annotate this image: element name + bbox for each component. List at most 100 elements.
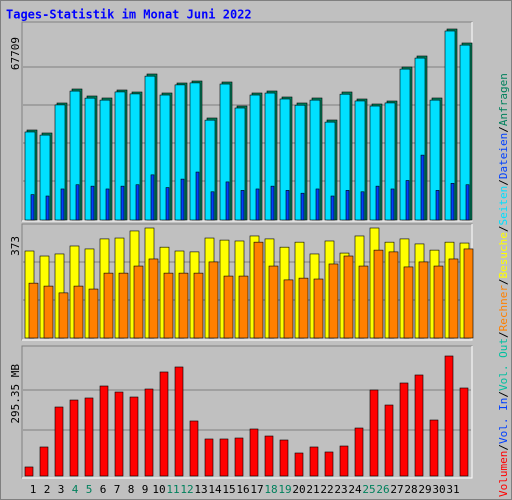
bar [253,241,264,339]
chart-title: Tages-Statistik im Monat Juni 2022 [6,8,252,22]
bar [384,102,396,221]
bar [343,255,354,339]
bar [144,75,156,221]
legend-separator: / [497,179,510,186]
bar [73,285,84,339]
x-tick-label: 5 [86,483,93,496]
bar [433,265,444,339]
bar [465,184,470,221]
bar [144,388,154,477]
x-tick-label: 8 [128,483,135,496]
bar [195,171,200,221]
bar [204,438,214,477]
bar [88,288,99,339]
bar [189,420,199,477]
bar [324,451,334,477]
bar [84,397,94,477]
bar [24,466,34,477]
bar [28,282,39,339]
bar [294,104,306,221]
x-tick-label: 22 [320,483,333,496]
bar [339,93,351,221]
bar [264,92,276,221]
x-tick-label: 2 [44,483,51,496]
x-tick-label: 19 [278,483,291,496]
bar [463,248,474,339]
bar [418,261,429,339]
bar [459,387,469,477]
legend-entry: Dateien [497,133,510,179]
x-tick-label: 14 [208,483,222,496]
bar [114,391,124,477]
bar [405,180,410,221]
x-tick-label: 21 [306,483,319,496]
bar [285,190,290,221]
panel [21,345,473,479]
bar [39,134,51,221]
x-tick-label: 17 [250,483,263,496]
bar [238,275,249,339]
x-tick-label: 30 [432,483,445,496]
bar [369,389,379,477]
bar [60,188,65,221]
bar [373,249,384,339]
bar [328,263,339,339]
x-tick-label: 24 [348,483,362,496]
x-tick-label: 25 [362,483,375,496]
bar [354,427,364,477]
bar [58,292,69,339]
bar [148,258,159,339]
x-tick-label: 4 [72,483,79,496]
bar [283,279,294,339]
bar [429,99,441,221]
bar [45,195,50,221]
bar [354,100,366,221]
bar [384,404,394,477]
bar [324,121,336,221]
legend-separator: / [497,278,510,285]
x-tick-label: 3 [58,483,65,496]
bar [240,190,245,221]
x-tick-label: 9 [142,483,149,496]
legend-separator: / [497,126,510,133]
bar [114,91,126,221]
x-tick-label: 13 [194,483,207,496]
bar [388,251,399,339]
bar [69,90,81,221]
bar [279,439,289,477]
x-tick-label: 6 [100,483,107,496]
x-tick-label: 15 [222,483,235,496]
legend-entry: Vol. In [497,398,510,444]
bar [90,185,95,221]
bar [174,84,186,221]
bar [135,184,140,221]
bar [369,105,381,221]
bar [99,99,111,221]
bar [120,185,125,221]
bar [84,97,96,221]
bar [358,265,369,339]
bar [435,190,440,221]
bar [165,187,170,221]
panel-bevel [22,346,473,479]
x-tick-label: 11 [166,483,179,496]
bar [43,285,54,339]
legend-entry: Vol. Out [497,338,510,391]
legend-entry: Rechner [497,285,510,332]
bar [103,272,114,339]
bar [414,57,426,221]
bar [429,419,439,477]
bar [279,98,291,221]
x-tick-label: 26 [376,483,389,496]
bar [249,94,261,221]
bar [24,131,36,221]
bar [204,119,216,221]
bar [360,191,365,221]
bar [450,183,455,221]
legend-separator: / [497,391,510,398]
bar [105,188,110,221]
legend-entry: Besuche [497,232,510,278]
bar [313,278,324,339]
bar [403,266,414,339]
